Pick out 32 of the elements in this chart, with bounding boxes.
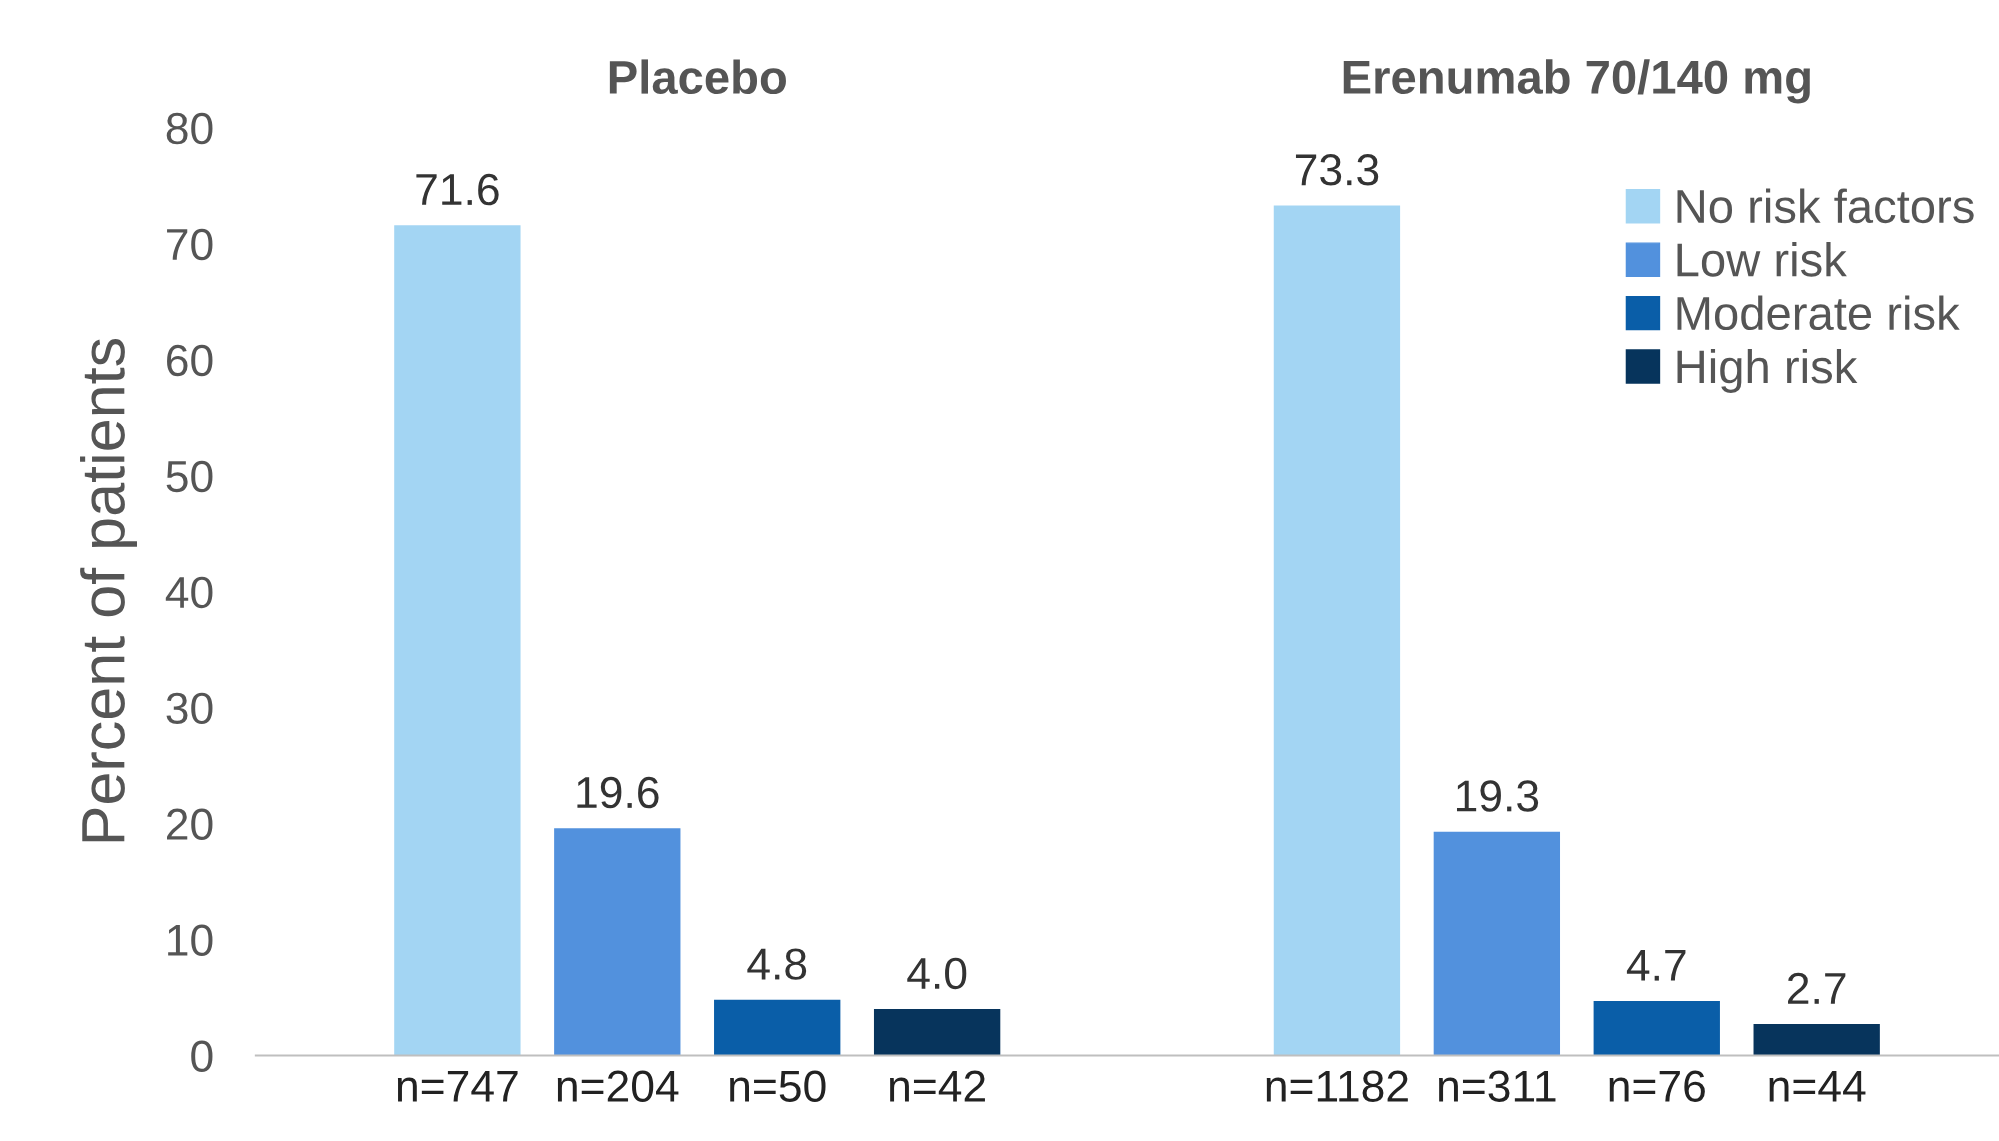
y-tick-label: 20 — [167, 808, 213, 841]
data-label: 4.8 — [747, 948, 807, 980]
data-label: 4.7 — [1626, 950, 1686, 981]
x-tick-label: n=204 — [557, 1070, 679, 1102]
legend-label: Low risk — [1677, 241, 1847, 277]
y-tick-label: 70 — [167, 228, 213, 261]
legend-label: No risk factors — [1677, 188, 1974, 224]
text: Placebo — [609, 59, 786, 95]
data-label: 73.3 — [1295, 154, 1379, 186]
data-label: 4.0 — [907, 957, 967, 990]
y-tick-label: 50 — [166, 460, 213, 493]
legend-label: High risk — [1677, 348, 1858, 393]
y-tick-label: 80 — [166, 112, 213, 145]
y-axis-title: Percent of patients — [80, 339, 137, 842]
x-tick-label: n=44 — [1769, 1070, 1866, 1102]
x-tick-label: n=50 — [730, 1070, 826, 1102]
data-label: 2.7 — [1788, 972, 1846, 1004]
legend-label: Moderate risk — [1677, 295, 1960, 331]
data-label: 19.6 — [577, 776, 659, 809]
y-tick-label: 60 — [167, 344, 213, 377]
y-tick-label: 30 — [166, 692, 213, 725]
x-tick-label: n=1182 — [1266, 1070, 1408, 1102]
data-label: 19.3 — [1456, 780, 1539, 812]
x-tick-label: n=747 — [397, 1070, 518, 1102]
y-tick-label: 10 — [168, 924, 213, 957]
data-label: 71.6 — [416, 173, 499, 206]
y-tick-label: 40 — [165, 576, 213, 609]
y-tick-label: 0 — [191, 1040, 213, 1072]
x-tick-label: n=42 — [890, 1070, 985, 1102]
x-tick-label: n=311 — [1439, 1070, 1556, 1102]
text: Erenumab 70/140 mg — [1343, 59, 1810, 104]
x-tick-label: n=76 — [1609, 1070, 1705, 1102]
